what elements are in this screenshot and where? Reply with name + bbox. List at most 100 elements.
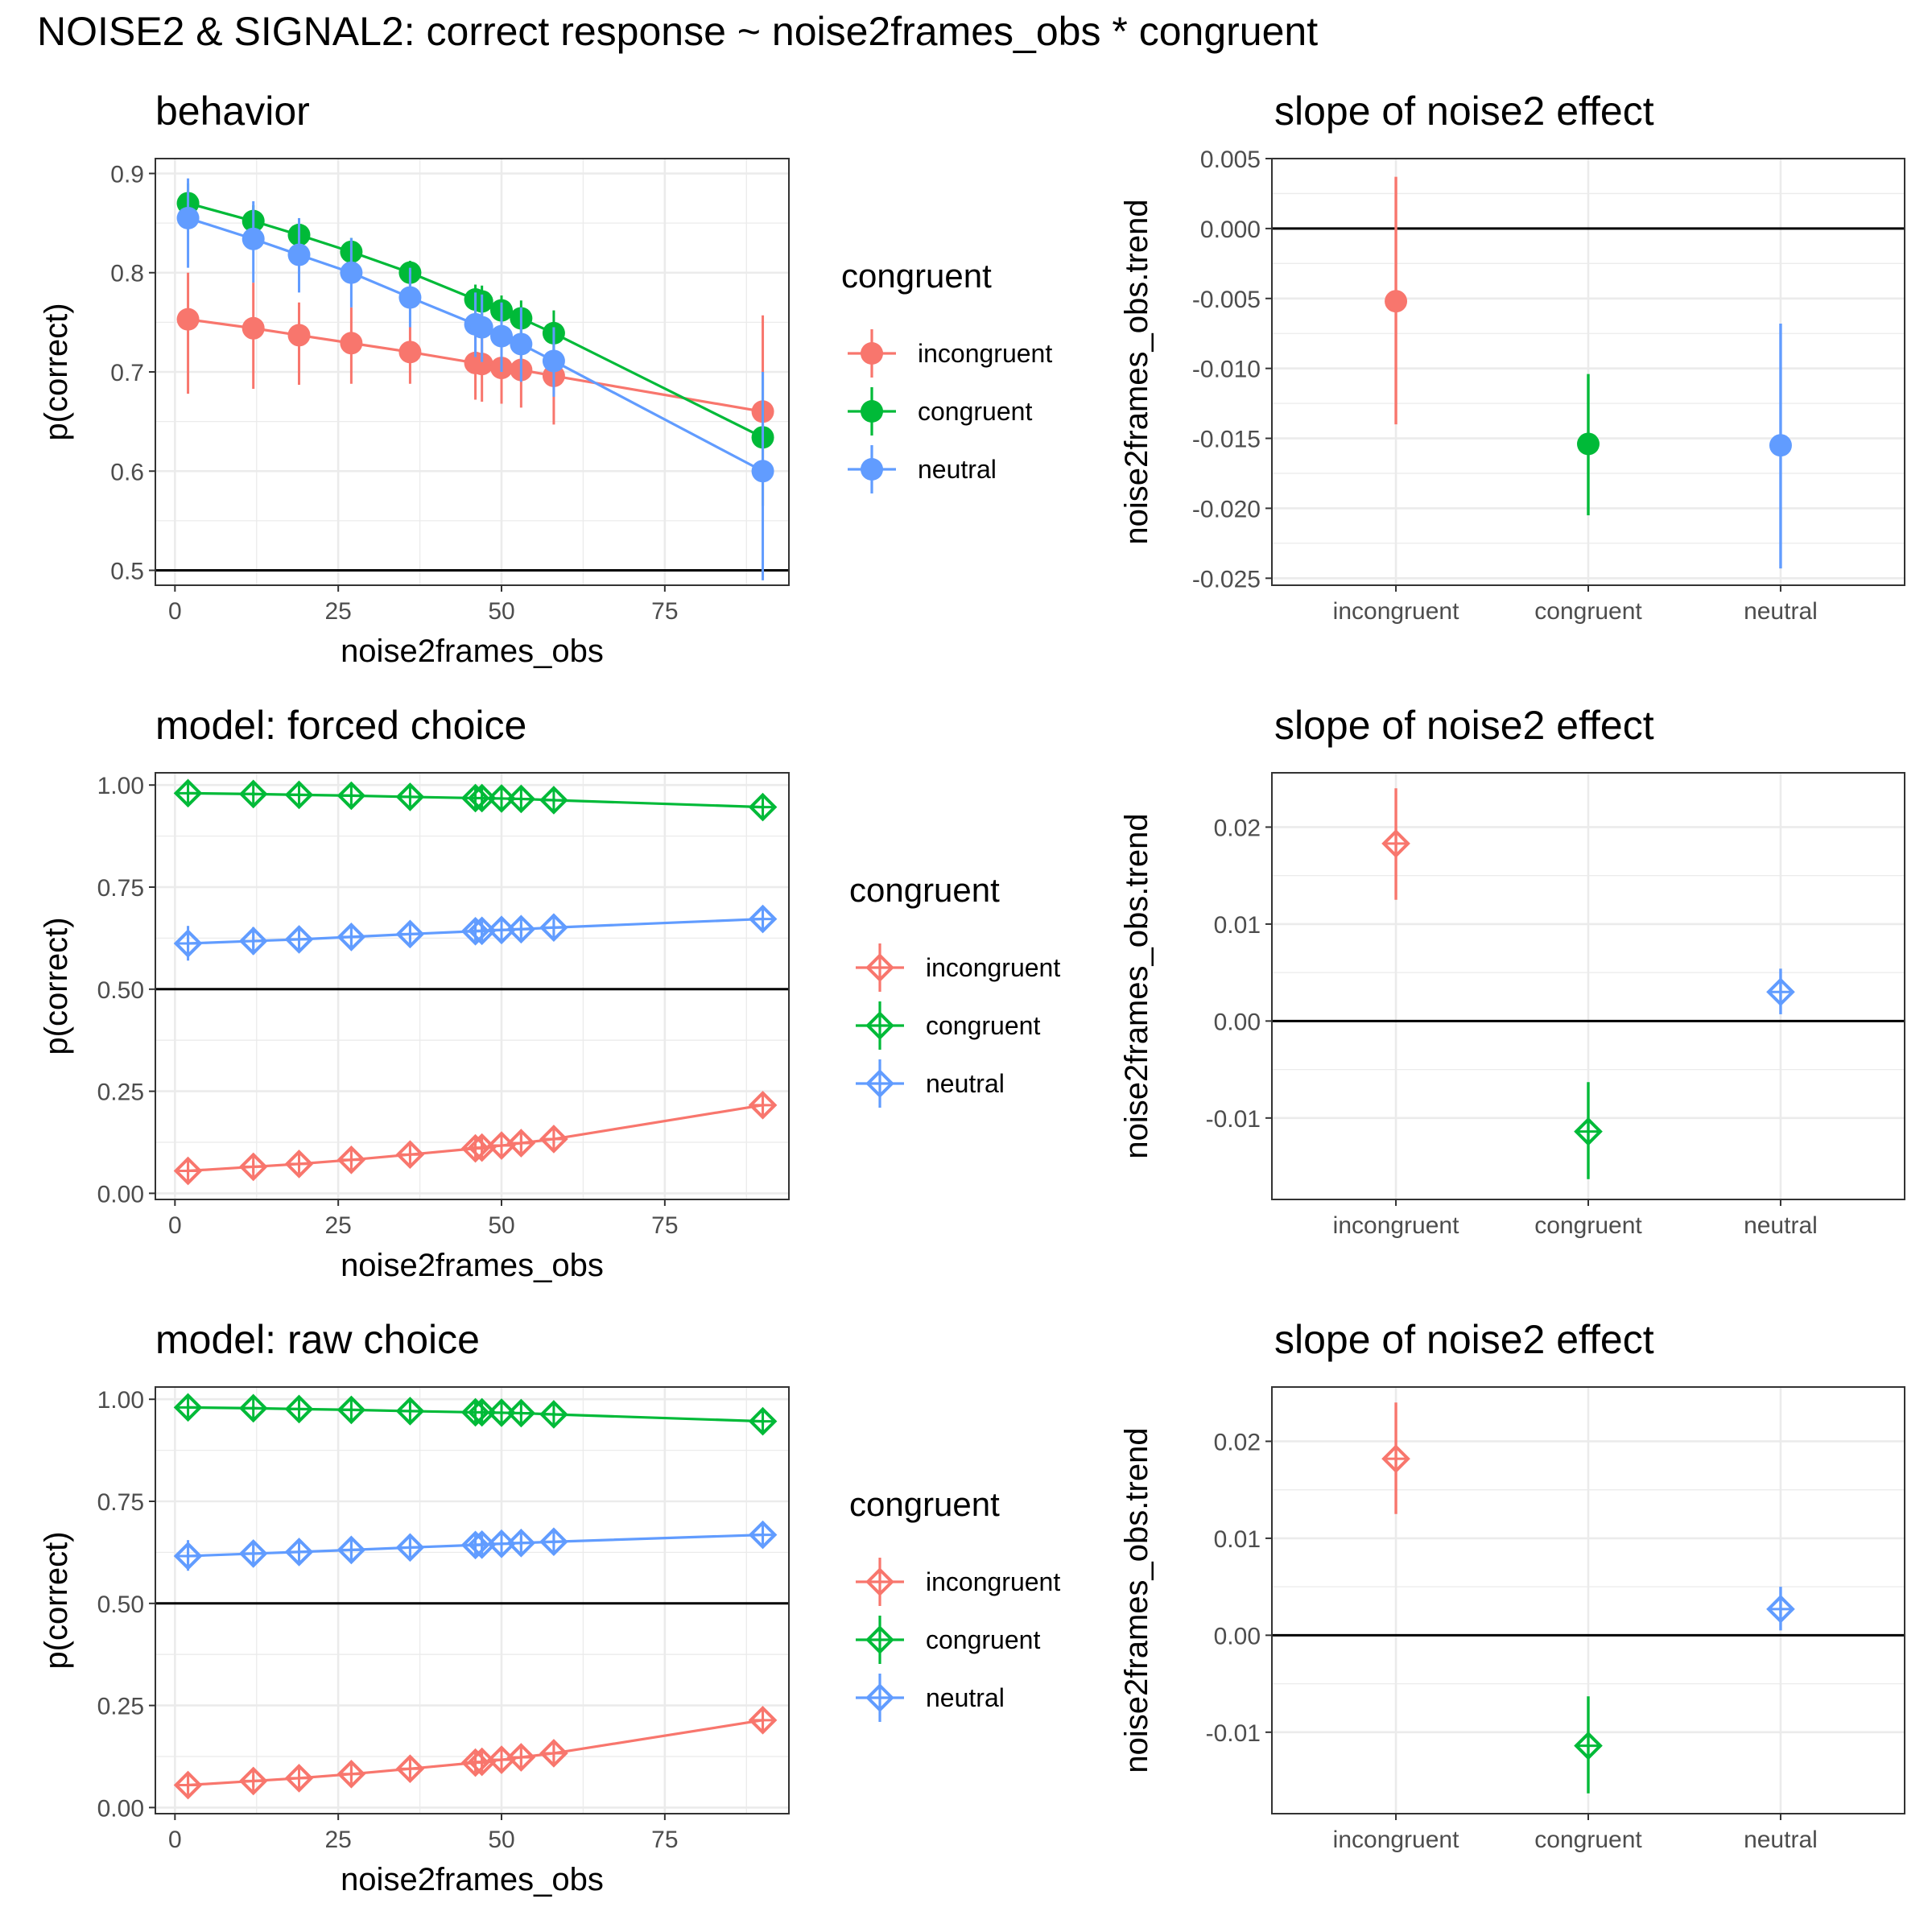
- y-tick-label: 0.8: [110, 261, 144, 287]
- data-point: [287, 243, 311, 266]
- data-point: [539, 786, 568, 815]
- y-axis-label: p(correct): [39, 917, 74, 1055]
- data-point: [173, 929, 203, 958]
- data-point: [467, 916, 497, 946]
- data-point: [751, 460, 774, 483]
- data-point: [238, 1539, 268, 1568]
- x-axis-label: noise2frames_obs: [341, 1862, 604, 1897]
- legend-item-label: incongruent: [926, 953, 1060, 982]
- panel-behavior: 0.5 0.6 0.7 0.8 0.9 0 25 50 75 noise2frames_obs p(…: [39, 89, 790, 669]
- panel-title: slope of noise2 effect: [1274, 1317, 1654, 1362]
- data-point: [238, 1393, 268, 1423]
- series-neutral: [176, 178, 774, 580]
- data-point: [173, 1393, 203, 1422]
- data-point: [460, 1133, 490, 1163]
- data-point: [395, 1397, 425, 1426]
- series-neutral: [173, 1520, 778, 1571]
- y-tick-label: -0.025: [1192, 566, 1261, 592]
- y-axis-label: p(correct): [39, 303, 74, 440]
- legend-key-marker: [861, 342, 883, 365]
- legend-item-label: neutral: [926, 1069, 1005, 1098]
- data-point: [173, 1770, 203, 1800]
- data-point-neutral: [1766, 977, 1795, 1007]
- legend-item-label: congruent: [918, 397, 1032, 426]
- data-point: [487, 915, 516, 945]
- y-tick-label: 0.000: [1200, 217, 1261, 243]
- legend-item-label: incongruent: [918, 339, 1052, 368]
- x-tick-label: 75: [651, 598, 678, 625]
- data-point: [340, 332, 363, 355]
- legend-title: congruent: [849, 871, 1000, 909]
- x-tick-label: neutral: [1744, 1827, 1818, 1853]
- data-point: [460, 1748, 490, 1777]
- y-tick-label: 0.00: [97, 1795, 144, 1822]
- panel-title: model: forced choice: [155, 703, 526, 748]
- data-point: [467, 783, 497, 813]
- y-tick-label: 0.02: [1214, 815, 1261, 841]
- legend-title: congruent: [841, 257, 992, 295]
- data-point: [542, 349, 565, 373]
- data-point: [176, 206, 200, 229]
- x-tick-label: 0: [168, 1212, 182, 1239]
- y-tick-label: 0.25: [97, 1080, 144, 1106]
- data-point: [284, 1150, 314, 1179]
- y-tick-label: 0.00: [1214, 1009, 1261, 1035]
- data-point: [748, 1520, 778, 1550]
- y-tick-label: 0.01: [1214, 1526, 1261, 1553]
- data-point: [487, 784, 516, 813]
- legend-key-marker: [865, 953, 894, 982]
- data-point: [539, 1400, 568, 1429]
- x-tick-label: incongruent: [1333, 598, 1459, 625]
- data-point: [238, 1152, 268, 1182]
- x-tick-label: 0: [168, 598, 182, 625]
- panel-border: [155, 1386, 790, 1814]
- data-point: [539, 1125, 568, 1154]
- y-tick-label: -0.010: [1192, 357, 1261, 383]
- panel-behavior-slope: 0.005 0.000 -0.005 -0.010 -0.015 -0.020 -0.025…: [1119, 89, 1905, 625]
- data-point: [336, 1535, 366, 1565]
- data-point: [395, 782, 425, 811]
- y-tick-label: -0.01: [1206, 1720, 1261, 1747]
- data-point: [336, 781, 366, 811]
- data-point: [242, 227, 265, 250]
- data-point: [395, 919, 425, 949]
- data-point: [176, 308, 200, 331]
- data-point: [748, 1706, 778, 1735]
- data-point-congruent: [1574, 1731, 1603, 1761]
- data-point-neutral: [1766, 1595, 1795, 1624]
- y-tick-label: -0.020: [1192, 496, 1261, 522]
- y-tick-label: 0.6: [110, 459, 144, 485]
- figure-title: NOISE2 & SIGNAL2: correct response ~ noi…: [37, 9, 1318, 54]
- data-point: [506, 784, 536, 814]
- data-point: [506, 1129, 536, 1158]
- y-tick-label: -0.01: [1206, 1106, 1261, 1133]
- x-axis-label: noise2frames_obs: [341, 1248, 604, 1283]
- data-point: [242, 316, 265, 340]
- series-congruent: [173, 1393, 778, 1436]
- data-point: [470, 353, 493, 376]
- data-point: [238, 1766, 268, 1796]
- data-point: [467, 1397, 497, 1427]
- data-point: [748, 1406, 778, 1436]
- panel-forced-choice-slope: 0.02 0.01 0.00 -0.01 incongruent congruent neu…: [1119, 703, 1905, 1239]
- y-axis-label: noise2frames_obs.trend: [1119, 199, 1154, 544]
- y-tick-label: 1.00: [97, 1387, 144, 1414]
- data-point: [539, 1739, 568, 1768]
- x-tick-label: congruent: [1534, 1827, 1642, 1853]
- x-tick-label: incongruent: [1333, 1827, 1459, 1853]
- data-point: [506, 1743, 536, 1772]
- y-axis-label: noise2frames_obs.trend: [1119, 813, 1154, 1158]
- y-tick-label: 0.50: [97, 1591, 144, 1618]
- y-tick-label: 0.005: [1200, 147, 1261, 173]
- panel-raw-choice-slope: 0.02 0.01 0.00 -0.01 incongruent congruent neu…: [1119, 1317, 1905, 1853]
- legend-key-marker: [861, 400, 883, 423]
- data-point: [487, 1398, 516, 1427]
- data-point: [284, 925, 314, 954]
- plot-background: [155, 773, 789, 1199]
- data-point: [340, 261, 363, 284]
- data-point-incongruent: [1381, 1444, 1410, 1473]
- y-tick-label: 0.75: [97, 875, 144, 902]
- data-point: [539, 913, 568, 943]
- x-tick-label: 75: [651, 1827, 678, 1853]
